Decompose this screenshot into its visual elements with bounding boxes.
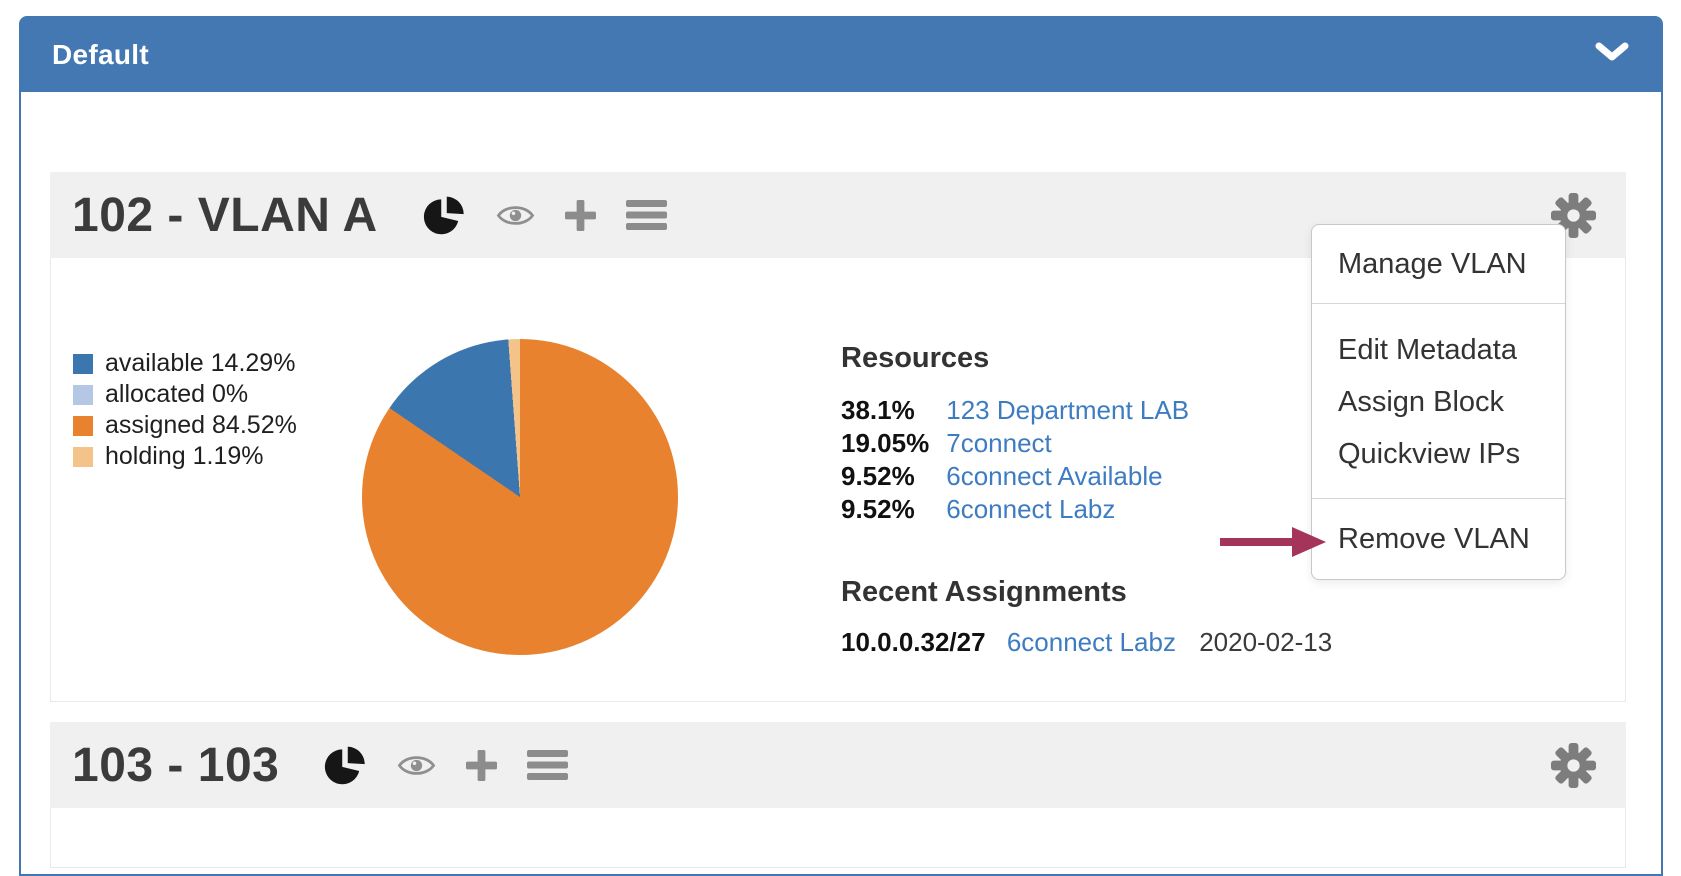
resource-percent: 19.05%	[841, 428, 930, 458]
eye-icon[interactable]	[397, 752, 436, 779]
gear-icon[interactable]	[1550, 742, 1597, 789]
pie-chart-icon[interactable]	[422, 193, 466, 237]
assignment-block: 10.0.0.32/27	[841, 627, 986, 657]
gear-icon[interactable]	[1550, 192, 1597, 239]
legend-label: holding 1.19%	[105, 442, 264, 470]
menu-item[interactable]: Remove VLAN	[1338, 522, 1530, 555]
menu-group-remove: Remove VLAN	[1312, 499, 1565, 579]
resource-row: 9.52% 6connect Labz	[841, 493, 1332, 526]
resources-list: 38.1% 123 Department LAB 19.05% 7connect…	[841, 394, 1332, 526]
legend-swatch	[73, 415, 93, 436]
eye-icon[interactable]	[496, 202, 535, 229]
vlan-103-toolbar	[323, 743, 569, 787]
vlan-102-header: 102 - VLAN A	[50, 172, 1626, 258]
pie-chart-icon[interactable]	[323, 743, 367, 787]
resources-heading: Resources	[841, 342, 990, 374]
legend-label: assigned 84.52%	[105, 411, 297, 439]
collapse-panel-button[interactable]	[1595, 42, 1629, 68]
assignment-date: 2020-02-13	[1199, 627, 1333, 657]
vlan-103-title: 103 - 103	[72, 738, 280, 792]
menu-item[interactable]: Manage VLAN	[1338, 247, 1527, 280]
pie-chart	[362, 339, 678, 655]
legend-item: available 14.29%	[73, 348, 297, 379]
legend-swatch	[73, 353, 93, 374]
legend-swatch	[73, 384, 93, 405]
legend-item: assigned 84.52%	[73, 410, 297, 441]
chevron-down-icon	[1595, 42, 1629, 68]
resource-row: 38.1% 123 Department LAB	[841, 394, 1332, 427]
menu-item[interactable]: Quickview IPs	[1338, 437, 1521, 470]
assignment-link[interactable]: 6connect Labz	[1006, 627, 1176, 657]
recent-assignments-heading: Recent Assignments	[841, 576, 1127, 608]
default-panel: Default 102 - VLAN A	[19, 16, 1663, 876]
vlan-102-title: 102 - VLAN A	[72, 188, 378, 242]
legend-item: holding 1.19%	[73, 441, 297, 472]
resource-percent: 9.52%	[841, 494, 915, 524]
resource-link[interactable]: 123 Department LAB	[946, 395, 1190, 425]
menu-icon[interactable]	[625, 200, 667, 230]
legend-label: allocated 0%	[105, 380, 249, 408]
assignment-row: 10.0.0.32/27 6connect Labz 2020-02-13	[841, 626, 1332, 659]
gear-dropdown-menu: Manage VLAN Edit Metadata Assign Block Qui…	[1311, 224, 1566, 580]
legend-label: available 14.29%	[105, 349, 296, 377]
vlan-102-info: Resources 38.1% 123 Department LAB 19.05…	[841, 342, 1332, 659]
vlan-103-body	[50, 808, 1626, 868]
vlan-card-103: 103 - 103	[50, 722, 1626, 868]
vlan-102-toolbar	[422, 193, 667, 237]
resource-link[interactable]: 6connect Labz	[946, 494, 1116, 524]
legend-swatch	[73, 446, 93, 467]
plus-icon[interactable]	[564, 199, 596, 231]
resource-link[interactable]: 7connect	[946, 428, 1052, 458]
resource-percent: 38.1%	[841, 395, 915, 425]
resource-row: 19.05% 7connect	[841, 427, 1332, 460]
menu-item[interactable]: Edit Metadata	[1338, 333, 1517, 366]
resource-row: 9.52% 6connect Available	[841, 460, 1332, 493]
menu-group-manage: Manage VLAN	[1312, 225, 1565, 304]
annotation-arrow	[1216, 525, 1328, 564]
menu-icon[interactable]	[527, 750, 569, 780]
resource-percent: 9.52%	[841, 461, 915, 491]
panel-header: Default	[21, 18, 1661, 92]
plus-icon[interactable]	[466, 749, 498, 781]
recent-assignments-list: 10.0.0.32/27 6connect Labz 2020-02-13	[841, 626, 1332, 659]
pie-legend: available 14.29% allocated 0% assigned 8…	[73, 348, 297, 472]
menu-group-actions: Edit Metadata Assign Block Quickview IPs	[1312, 304, 1565, 499]
legend-item: allocated 0%	[73, 379, 297, 410]
menu-item[interactable]: Assign Block	[1338, 385, 1505, 418]
resource-link[interactable]: 6connect Available	[946, 461, 1163, 491]
panel-title: Default	[52, 39, 149, 70]
vlan-103-header: 103 - 103	[50, 722, 1626, 808]
